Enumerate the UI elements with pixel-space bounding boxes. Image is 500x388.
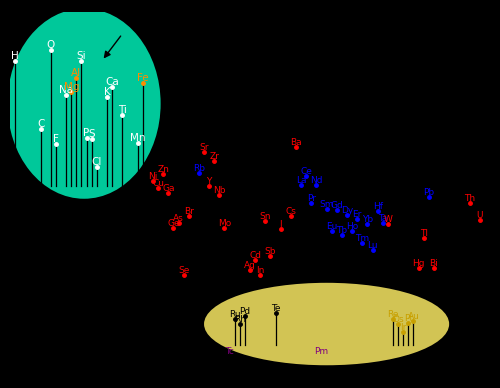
Text: Ni: Ni — [148, 171, 158, 181]
Text: Th: Th — [464, 194, 475, 203]
Text: Ba: Ba — [290, 138, 302, 147]
Text: As: As — [173, 215, 184, 223]
Text: Se: Se — [178, 266, 190, 275]
Text: Nd: Nd — [310, 177, 322, 185]
Text: Ca: Ca — [106, 78, 119, 87]
Text: Ce: Ce — [300, 167, 312, 176]
Text: P: P — [84, 128, 89, 139]
Text: Dy: Dy — [341, 206, 353, 215]
Text: Ir: Ir — [400, 323, 406, 332]
Text: Sn: Sn — [260, 212, 271, 221]
Text: Mn: Mn — [130, 133, 146, 143]
Text: Zn: Zn — [158, 165, 169, 174]
Text: Ti: Ti — [118, 105, 127, 115]
Ellipse shape — [204, 283, 449, 365]
Text: Al: Al — [72, 68, 82, 78]
Text: Os: Os — [392, 315, 404, 324]
Text: Ga: Ga — [162, 184, 174, 193]
Text: S: S — [88, 129, 95, 139]
Text: H: H — [11, 51, 19, 61]
Text: Cd: Cd — [249, 251, 261, 260]
Text: Cs: Cs — [286, 206, 296, 216]
Text: Sm: Sm — [320, 200, 334, 209]
Text: Ho: Ho — [346, 222, 358, 231]
Text: Tc: Tc — [225, 347, 234, 356]
Text: Tl: Tl — [420, 229, 428, 238]
Text: W: W — [384, 215, 392, 224]
Text: O: O — [46, 40, 55, 50]
Text: Pt: Pt — [404, 314, 413, 323]
Text: Ge: Ge — [167, 219, 179, 228]
Text: Si: Si — [76, 51, 86, 61]
Text: Au: Au — [408, 312, 420, 320]
Text: Tb: Tb — [336, 226, 347, 235]
Text: Cl: Cl — [92, 157, 102, 167]
Text: Nb: Nb — [213, 185, 226, 195]
Text: Cu: Cu — [152, 178, 164, 188]
Text: Mo: Mo — [218, 219, 231, 228]
Text: Pm: Pm — [314, 347, 328, 356]
Text: U: U — [476, 211, 483, 220]
Text: Rb: Rb — [193, 164, 205, 173]
Text: Yb: Yb — [362, 215, 373, 224]
Text: F: F — [53, 134, 59, 144]
Text: Lu: Lu — [367, 241, 378, 250]
Text: Zr: Zr — [210, 152, 219, 161]
Text: Mg: Mg — [64, 82, 79, 92]
Text: Na: Na — [59, 85, 73, 95]
Text: Hf: Hf — [372, 202, 382, 211]
Text: Pb: Pb — [423, 188, 434, 197]
Text: Ta: Ta — [378, 214, 388, 223]
Text: Y: Y — [206, 177, 212, 186]
Text: Pd: Pd — [240, 307, 250, 316]
Text: Bi: Bi — [430, 258, 438, 268]
Text: Ru: Ru — [229, 310, 240, 319]
Text: Eu: Eu — [326, 222, 338, 231]
Text: Hg: Hg — [412, 259, 425, 268]
Text: Er: Er — [352, 210, 362, 219]
Text: Ag: Ag — [244, 261, 256, 270]
Text: C: C — [37, 119, 44, 129]
Text: La: La — [296, 176, 306, 185]
Text: I: I — [280, 220, 282, 229]
Text: Sr: Sr — [200, 144, 209, 152]
Text: Rh: Rh — [234, 315, 246, 324]
Text: K: K — [104, 87, 110, 97]
Text: Gd: Gd — [330, 201, 343, 211]
Text: Br: Br — [184, 206, 194, 216]
Text: In: In — [256, 266, 264, 275]
Text: Te: Te — [271, 304, 280, 313]
Ellipse shape — [8, 9, 160, 199]
Text: Fe: Fe — [137, 73, 148, 83]
Text: Pr: Pr — [307, 194, 316, 203]
Text: Tm: Tm — [356, 234, 370, 243]
Text: Re: Re — [387, 310, 398, 319]
Text: Sb: Sb — [264, 247, 276, 256]
